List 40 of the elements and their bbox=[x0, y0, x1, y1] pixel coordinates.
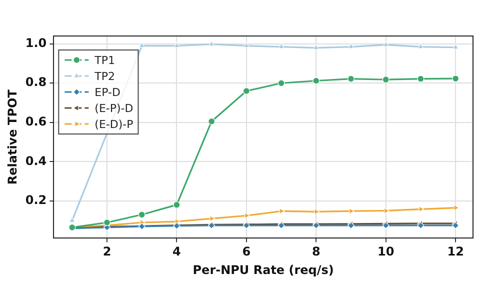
point bbox=[173, 201, 180, 208]
point bbox=[174, 42, 180, 48]
x-tick-label: 2 bbox=[102, 244, 112, 259]
point bbox=[279, 208, 285, 214]
point bbox=[382, 76, 390, 84]
x-tick-label: 12 bbox=[447, 244, 464, 259]
point bbox=[452, 75, 460, 82]
point bbox=[208, 40, 215, 46]
y-axis-title: Relative TPOT bbox=[5, 88, 20, 185]
y-tick-label: 0.4 bbox=[25, 154, 47, 168]
point bbox=[243, 42, 250, 48]
point bbox=[208, 118, 216, 125]
x-axis-title: Per-NPU Rate (req/s) bbox=[192, 262, 334, 277]
y-tick-label: 0.2 bbox=[25, 193, 47, 208]
y-tick-label: 0.6 bbox=[25, 114, 47, 128]
point bbox=[314, 208, 320, 215]
point bbox=[418, 43, 424, 49]
point bbox=[103, 218, 110, 226]
point bbox=[313, 44, 320, 50]
x-tick-label: 10 bbox=[378, 244, 394, 259]
point bbox=[138, 211, 146, 218]
point bbox=[244, 212, 250, 219]
x-tick-label: 6 bbox=[242, 244, 251, 259]
legend-label: (E-P)-D bbox=[94, 102, 134, 115]
point bbox=[417, 75, 424, 82]
y-tick-label: 1.0 bbox=[25, 36, 47, 50]
point bbox=[382, 41, 389, 47]
legend-label: EP-D bbox=[94, 86, 120, 99]
y-tick-label: 0.8 bbox=[25, 75, 47, 90]
point bbox=[278, 80, 285, 87]
legend-label: TP1 bbox=[94, 54, 116, 67]
point bbox=[242, 87, 250, 94]
point bbox=[347, 75, 354, 82]
point bbox=[312, 77, 320, 84]
x-tick-label: 4 bbox=[172, 244, 181, 259]
legend-label: (E-D)-P bbox=[94, 118, 134, 131]
x-tick-label: 8 bbox=[312, 244, 320, 259]
legend-label: TP2 bbox=[94, 70, 116, 83]
point bbox=[278, 43, 284, 49]
point bbox=[348, 43, 354, 49]
